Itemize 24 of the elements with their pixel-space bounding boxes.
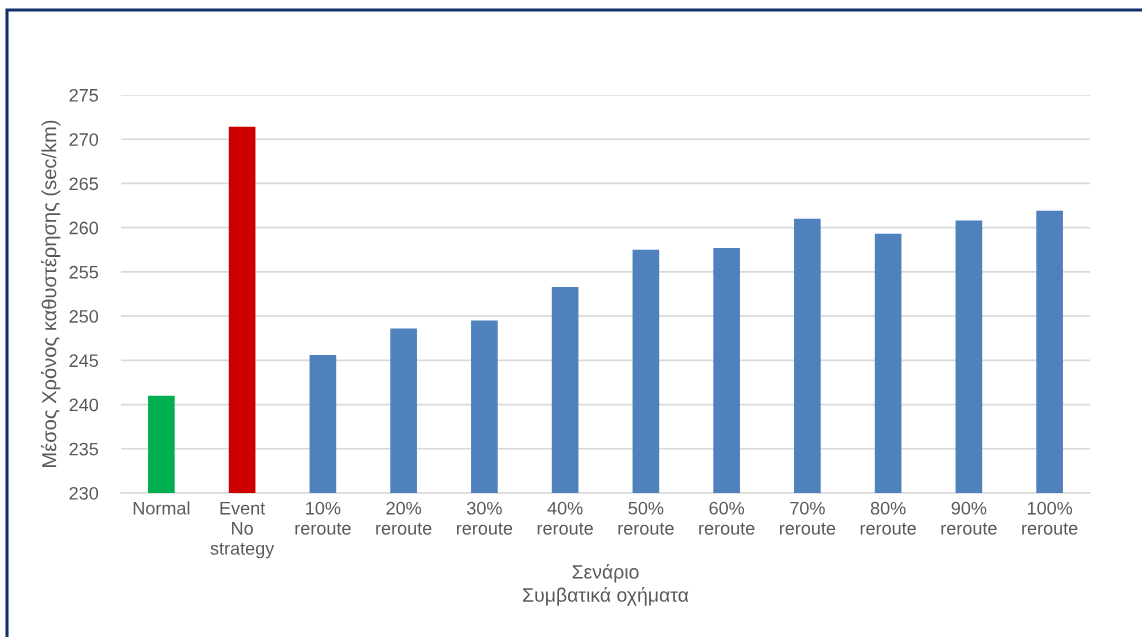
x-tick-label: 10% reroute — [295, 501, 351, 535]
y-tick-label: 230 — [69, 486, 99, 500]
y-tick-label: 250 — [69, 310, 99, 323]
y-axis-title: Μέσος Χρόνος καθυστέρησης (sec/km) — [40, 120, 61, 467]
x-tick-label: Normal — [133, 501, 190, 515]
y-tick-label: 275 — [69, 88, 99, 102]
y-tick-label: 260 — [69, 221, 99, 235]
x-tick-label: 40% reroute — [537, 501, 593, 535]
x-tick-label: 90% reroute — [941, 501, 997, 535]
y-tick-label: 255 — [69, 265, 99, 279]
x-tick-label: 20% reroute — [376, 501, 432, 535]
x-tick-label: 60% reroute — [699, 501, 755, 535]
x-tick-label: 30% reroute — [456, 501, 513, 535]
y-tick-label: 240 — [69, 398, 99, 412]
y-tick-label: 245 — [69, 354, 99, 368]
y-tick-label: 270 — [69, 133, 99, 146]
x-tick-label: 80% reroute — [860, 501, 916, 535]
y-tick-label: 235 — [69, 442, 99, 456]
x-tick-label: 100% reroute — [1022, 501, 1078, 535]
x-axis-title: Σενάριο Συμβατικά οχήματα — [523, 563, 689, 606]
x-tick-label: Event No strategy — [210, 502, 275, 559]
y-tick-label: 265 — [69, 177, 99, 191]
x-tick-label: 50% reroute — [618, 501, 674, 535]
x-tick-label: 70% reroute — [779, 501, 836, 535]
